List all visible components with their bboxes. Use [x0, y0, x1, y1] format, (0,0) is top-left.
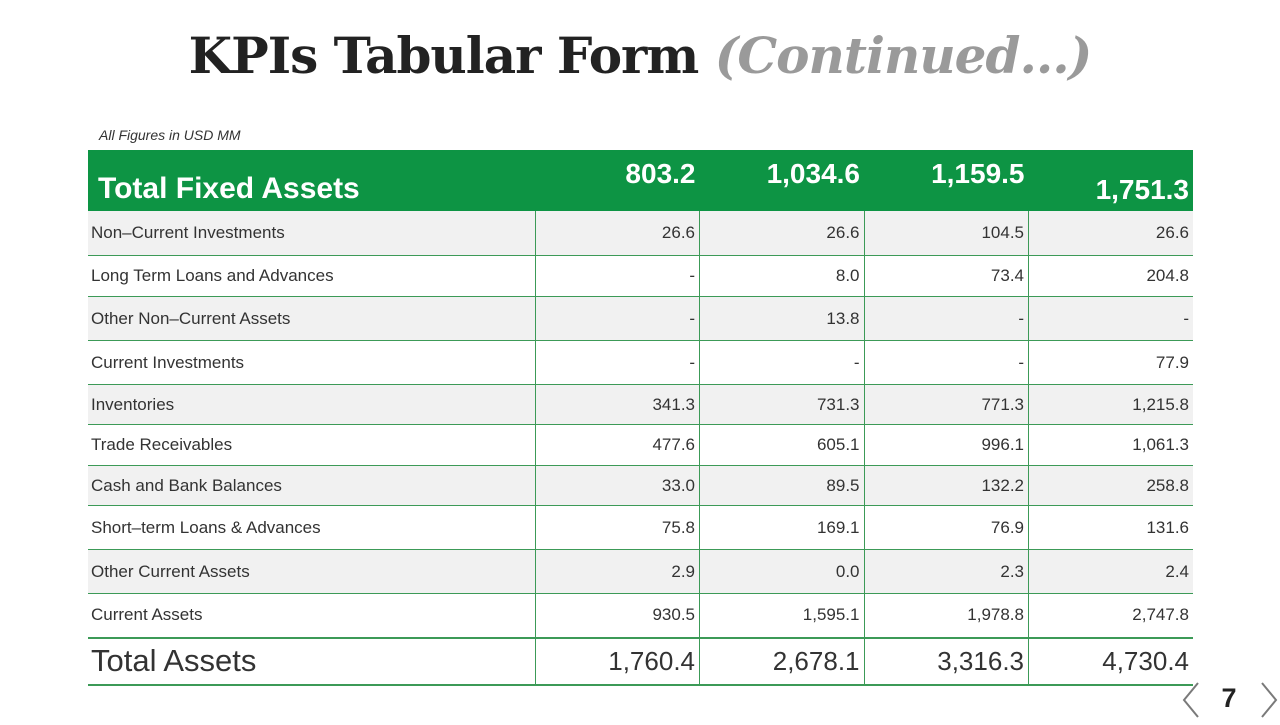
row-value: 1,061.3 [1028, 424, 1193, 466]
row-value: 132.2 [863, 465, 1029, 506]
row-value: - [534, 255, 700, 297]
table-row: Current Assets 930.5 1,595.1 1,978.8 2,7… [88, 593, 1193, 638]
row-label: Inventories [88, 384, 535, 425]
row-value: 1,215.8 [1028, 384, 1193, 425]
row-label: Cash and Bank Balances [88, 465, 535, 506]
table-row: Other Non–Current Assets - 13.8 - - [88, 296, 1193, 341]
header-value: 1,159.5 [864, 150, 1029, 211]
title-main: KPIs Tabular Form [188, 26, 700, 85]
row-value: 75.8 [534, 505, 700, 550]
row-value: - [863, 340, 1029, 385]
row-value: 2,747.8 [1028, 593, 1193, 638]
chevron-right-icon [1261, 682, 1278, 718]
row-value: 26.6 [699, 210, 864, 256]
row-label: Current Investments [88, 340, 535, 385]
chevron-left-icon [1182, 682, 1199, 718]
total-value: 1,760.4 [534, 636, 700, 686]
row-value: - [534, 340, 700, 385]
prev-slide-button[interactable] [1180, 680, 1204, 720]
table-header-row: Total Fixed Assets 803.2 1,034.6 1,159.5… [88, 150, 1193, 211]
row-label: Long Term Loans and Advances [88, 255, 535, 297]
row-value: 26.6 [534, 210, 700, 256]
units-note: All Figures in USD MM [99, 127, 241, 143]
row-value: 996.1 [863, 424, 1029, 466]
total-value: 4,730.4 [1028, 636, 1193, 686]
total-label: Total Assets [88, 636, 535, 686]
kpi-table: Total Fixed Assets 803.2 1,034.6 1,159.5… [88, 150, 1193, 686]
total-value: 2,678.1 [699, 636, 864, 686]
row-label: Short–term Loans & Advances [88, 505, 535, 550]
table-row: Long Term Loans and Advances - 8.0 73.4 … [88, 255, 1193, 297]
row-label: Other Current Assets [88, 549, 535, 594]
table-row: Other Current Assets 2.9 0.0 2.3 2.4 [88, 549, 1193, 594]
table-row: Inventories 341.3 731.3 771.3 1,215.8 [88, 384, 1193, 425]
row-value: 77.9 [1028, 340, 1193, 385]
row-value: 89.5 [699, 465, 864, 506]
row-value: 73.4 [863, 255, 1029, 297]
row-value: 731.3 [699, 384, 864, 425]
row-value: 771.3 [863, 384, 1029, 425]
row-value: 605.1 [699, 424, 864, 466]
row-value: 104.5 [863, 210, 1029, 256]
row-value: 76.9 [863, 505, 1029, 550]
table-row: Cash and Bank Balances 33.0 89.5 132.2 2… [88, 465, 1193, 506]
row-value: 8.0 [699, 255, 864, 297]
row-value: 0.0 [699, 549, 864, 594]
row-value: 26.6 [1028, 210, 1193, 256]
row-value: 1,978.8 [863, 593, 1029, 638]
row-value: 2.4 [1028, 549, 1193, 594]
row-value: 13.8 [699, 296, 864, 341]
row-value: 204.8 [1028, 255, 1193, 297]
table-row: Current Investments - - - 77.9 [88, 340, 1193, 385]
page-title: KPIs Tabular Form (Continued...) [0, 26, 1280, 85]
row-value: - [699, 340, 864, 385]
title-continued: (Continued...) [714, 26, 1093, 85]
row-value: 169.1 [699, 505, 864, 550]
total-value: 3,316.3 [863, 636, 1029, 686]
row-value: 2.3 [863, 549, 1029, 594]
row-value: 131.6 [1028, 505, 1193, 550]
row-value: 2.9 [534, 549, 700, 594]
table-total-row: Total Assets 1,760.4 2,678.1 3,316.3 4,7… [88, 636, 1193, 686]
row-value: 258.8 [1028, 465, 1193, 506]
row-label: Current Assets [88, 593, 535, 638]
row-value: 930.5 [534, 593, 700, 638]
row-label: Non–Current Investments [88, 210, 535, 256]
row-value: - [1028, 296, 1193, 341]
row-value: 477.6 [534, 424, 700, 466]
row-value: 341.3 [534, 384, 700, 425]
header-value: 1,034.6 [699, 150, 864, 211]
row-value: - [534, 296, 700, 341]
row-value: 33.0 [534, 465, 700, 506]
header-value: 1,751.3 [1028, 150, 1193, 211]
row-value: - [863, 296, 1029, 341]
row-label: Other Non–Current Assets [88, 296, 535, 341]
table-row: Short–term Loans & Advances 75.8 169.1 7… [88, 505, 1193, 550]
header-value: 803.2 [535, 150, 700, 211]
table-row: Non–Current Investments 26.6 26.6 104.5 … [88, 210, 1193, 256]
row-value: 1,595.1 [699, 593, 864, 638]
row-label: Trade Receivables [88, 424, 535, 466]
page-number: 7 [1221, 683, 1237, 713]
next-slide-button[interactable] [1258, 680, 1280, 720]
header-label: Total Fixed Assets [88, 150, 535, 211]
table-row: Trade Receivables 477.6 605.1 996.1 1,06… [88, 424, 1193, 466]
